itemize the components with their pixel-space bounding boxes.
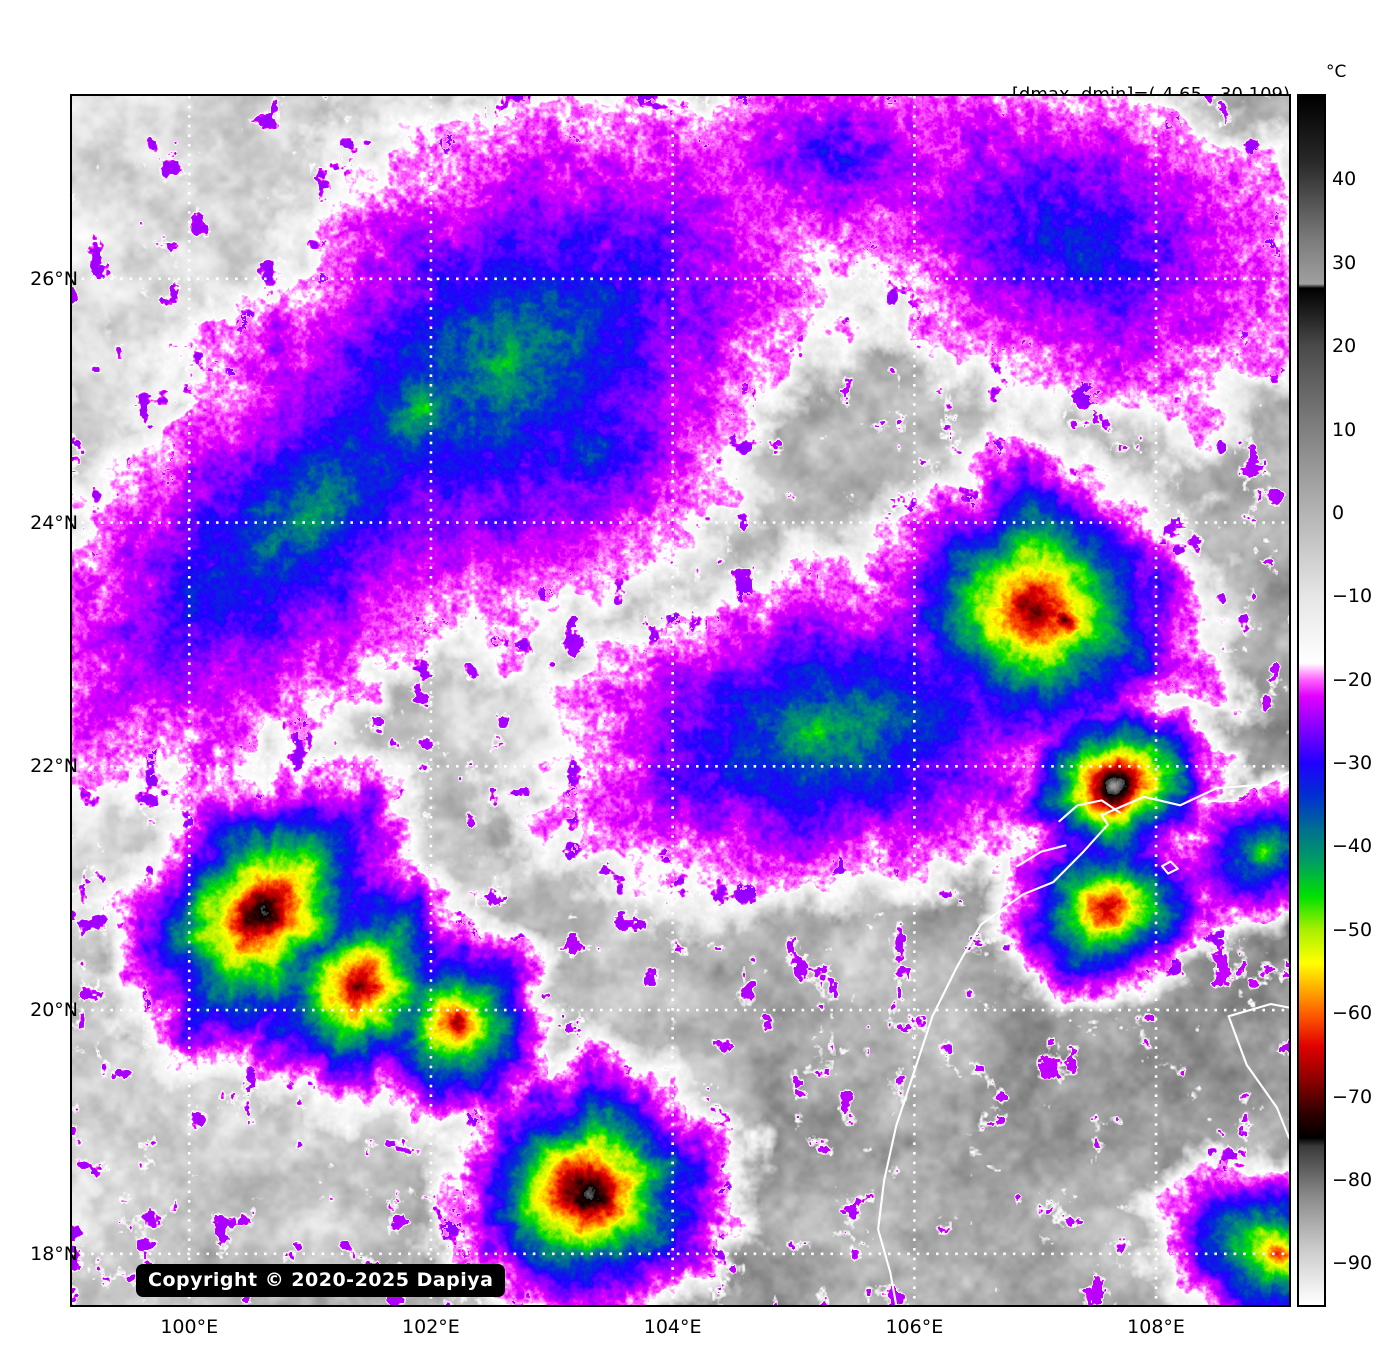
colorbar-tick-label: −80 bbox=[1332, 1168, 1373, 1191]
colorbar-tick-label: −90 bbox=[1332, 1252, 1373, 1275]
colorbar-tick-label: 0 bbox=[1332, 501, 1345, 524]
colorbar-tick-label: 30 bbox=[1332, 251, 1357, 274]
copyright-watermark: Copyright © 2020-2025 Dapiya bbox=[136, 1264, 506, 1297]
longitude-tick-label: 104°E bbox=[643, 1316, 702, 1338]
colorbar-unit-label: °C bbox=[1326, 62, 1347, 82]
colorbar-tick-label: 20 bbox=[1332, 335, 1357, 358]
longitude-tick-label: 100°E bbox=[160, 1316, 219, 1338]
longitude-tick-label: 108°E bbox=[1127, 1316, 1185, 1338]
satellite-image-plot: Copyright © 2020-2025 Dapiya bbox=[70, 94, 1291, 1307]
latitude-tick-label: 26°N bbox=[30, 267, 78, 290]
latitude-tick-label: 20°N bbox=[30, 999, 78, 1022]
colorbar-tick-label: 40 bbox=[1332, 168, 1357, 191]
colorbar-tick-label: 10 bbox=[1332, 418, 1357, 441]
latitude-tick-label: 24°N bbox=[30, 511, 78, 534]
colorbar-tick-label: −70 bbox=[1332, 1085, 1373, 1108]
colorbar-gradient bbox=[1299, 96, 1324, 1305]
colorbar-tick-label: −50 bbox=[1332, 918, 1373, 941]
colorbar-tick-label: −40 bbox=[1332, 835, 1373, 858]
satellite-ir-raster bbox=[72, 96, 1289, 1305]
colorbar-tick-label: −60 bbox=[1332, 1002, 1373, 1025]
latitude-tick-label: 22°N bbox=[30, 755, 78, 778]
longitude-tick-label: 102°E bbox=[402, 1316, 460, 1338]
longitude-tick-label: 106°E bbox=[885, 1316, 944, 1338]
colorbar-tick-label: −30 bbox=[1332, 752, 1373, 775]
colorbar bbox=[1297, 94, 1326, 1307]
colorbar-tick-label: −10 bbox=[1332, 585, 1373, 608]
colorbar-tick-label: −20 bbox=[1332, 668, 1373, 691]
latitude-tick-label: 18°N bbox=[30, 1242, 78, 1265]
